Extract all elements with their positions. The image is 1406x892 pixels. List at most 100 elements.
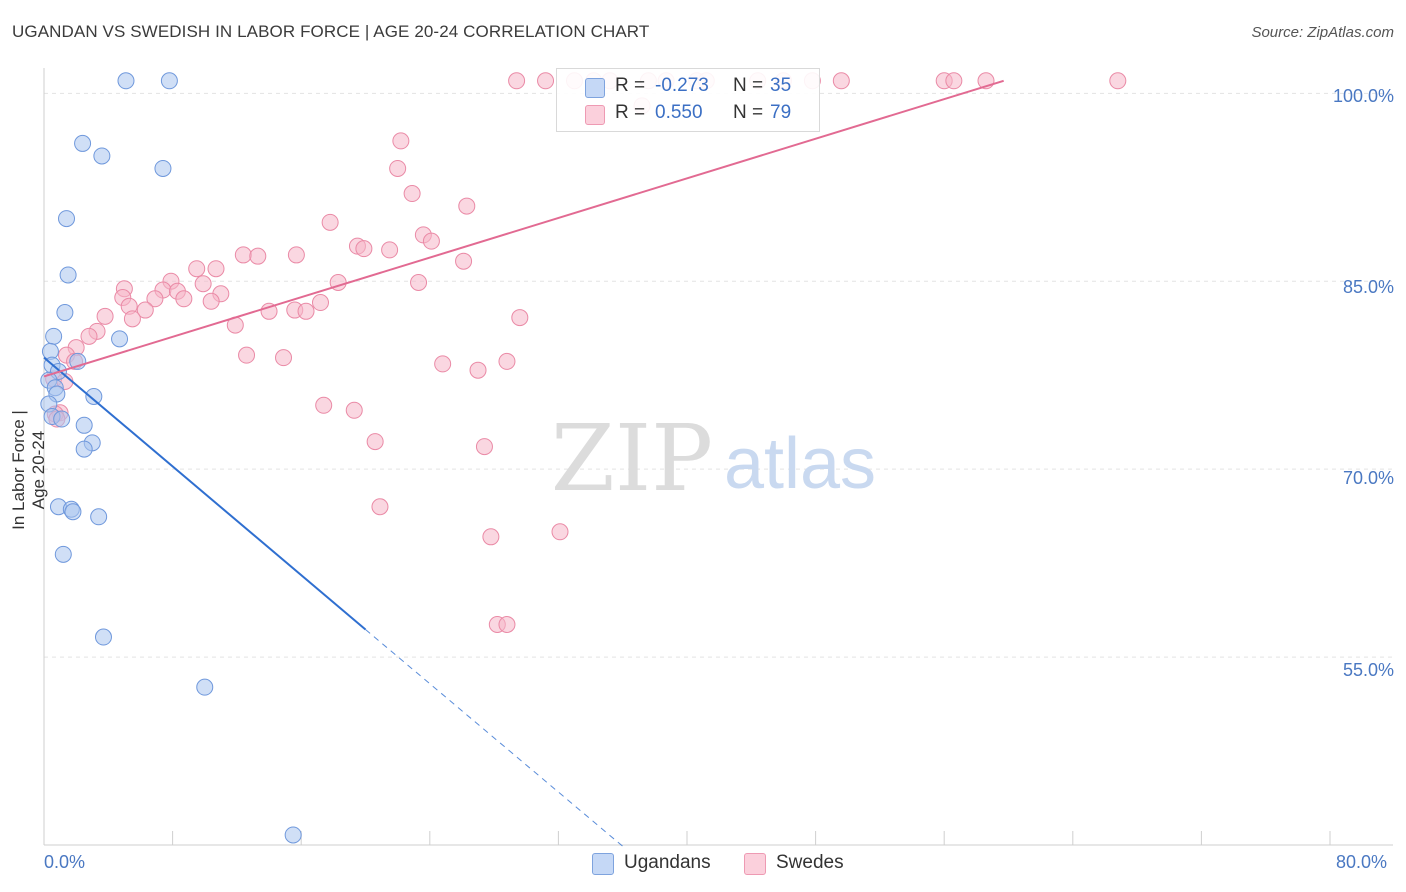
y-tick-70: 70.0% [1342, 468, 1394, 488]
watermark-zip: ZIP [551, 405, 713, 512]
series-swedes [45, 72, 1127, 634]
swedes-point [469, 361, 487, 379]
ugandans-point [196, 678, 214, 696]
swedes-point [371, 498, 389, 516]
swedes-point [455, 252, 473, 270]
legend-r-label: R = [615, 102, 646, 123]
swedes-point [175, 290, 193, 308]
legend-r-value-ugandans: -0.273 [655, 75, 709, 96]
stats-legend: R = -0.273 N = 35 R = 0.550 N = 79 [556, 68, 820, 132]
swedes-point [832, 72, 850, 90]
swedes-trend-line [43, 79, 1004, 378]
swedes-point [321, 213, 339, 231]
ugandans-point [117, 72, 135, 90]
y-tick-85: 85.0% [1342, 277, 1394, 297]
swedes-point [194, 275, 212, 293]
ugandans-trend-extension [365, 629, 624, 847]
swedes-point [389, 159, 407, 177]
swedes-point [366, 433, 384, 451]
swedes-point [434, 355, 452, 373]
ugandans-point [58, 210, 76, 228]
swedes-point [551, 523, 569, 541]
swedes-point [498, 616, 516, 634]
legend-row-swedes: R = 0.550 N = 79 [557, 102, 819, 126]
swedes-point [238, 346, 256, 364]
swedes-point [475, 438, 493, 456]
swedes-point [188, 260, 206, 278]
swedes-point [80, 327, 98, 345]
swedes-point [537, 72, 555, 90]
swedes-point [123, 310, 141, 328]
swedes-point [202, 292, 220, 310]
swedes-point [355, 240, 373, 258]
x-tick-min: 0.0% [44, 852, 86, 872]
legend-swatch-ugandans [592, 853, 614, 875]
swedes-point [207, 260, 225, 278]
ugandans-point [94, 628, 112, 646]
ugandans-point [75, 416, 93, 434]
legend-swatch-ugandans [585, 78, 605, 98]
swedes-point [146, 290, 164, 308]
legend-n-label: N = [733, 102, 764, 123]
ugandans-point [74, 134, 92, 152]
y-tick-100: 100.0% [1332, 86, 1394, 106]
ugandans-point [85, 387, 103, 405]
ugandans-trend-line [43, 356, 367, 631]
swedes-point [498, 352, 516, 370]
swedes-point [297, 302, 315, 320]
legend-label-ugandans: Ugandans [624, 852, 711, 873]
ugandans-point [154, 159, 172, 177]
y-axis-label: In Labor Force | Age 20-24 [9, 410, 48, 530]
swedes-point [287, 246, 305, 264]
legend-swatch-swedes [585, 105, 605, 125]
watermark-atlas: atlas [724, 424, 876, 504]
swedes-point [136, 301, 154, 319]
swedes-point [508, 72, 526, 90]
source-label: Source: ZipAtlas.com [1251, 24, 1394, 41]
x-tick-max: 80.0% [1336, 852, 1388, 872]
legend-row-ugandans: R = -0.273 N = 35 [557, 75, 819, 99]
swedes-point [311, 294, 329, 312]
swedes-point [96, 307, 114, 325]
ugandans-point [75, 440, 93, 458]
ugandans-point [111, 330, 129, 348]
legend-r-label: R = [615, 75, 646, 96]
swedes-point [345, 401, 363, 419]
swedes-point [234, 246, 252, 264]
ugandans-point [59, 266, 77, 284]
y-tick-55: 55.0% [1342, 660, 1394, 680]
chart-title: UGANDAN VS SWEDISH IN LABOR FORCE | AGE … [12, 22, 650, 41]
legend-swatch-swedes [744, 853, 766, 875]
ugandans-point [93, 147, 111, 165]
ugandans-point [64, 503, 82, 521]
ugandans-point [45, 327, 63, 345]
swedes-point [403, 185, 421, 203]
grid-lines [44, 92, 1392, 658]
legend-r-value-swedes: 0.550 [655, 102, 703, 123]
watermark: ZIP atlas [551, 405, 876, 512]
swedes-point [381, 241, 399, 259]
swedes-point [422, 232, 440, 250]
swedes-point [315, 396, 333, 414]
swedes-point [392, 132, 410, 150]
swedes-point [482, 528, 500, 546]
swedes-point [1109, 72, 1127, 90]
ugandans-point [56, 304, 74, 322]
swedes-point [511, 309, 529, 327]
axes [43, 68, 1393, 846]
legend-n-value-ugandans: 35 [770, 75, 792, 96]
legend-label-swedes: Swedes [776, 852, 844, 873]
trend-lines [43, 79, 1004, 847]
ugandans-point [160, 72, 178, 90]
ugandans-point [54, 545, 72, 563]
ugandans-point [90, 508, 108, 526]
swedes-point [458, 197, 476, 215]
ugandans-point [284, 826, 302, 844]
legend-n-value-swedes: 79 [770, 102, 792, 123]
swedes-point [410, 273, 428, 291]
legend-n-label: N = [733, 75, 764, 96]
series-ugandans [40, 72, 302, 844]
swedes-point [275, 349, 293, 367]
swedes-point [249, 247, 267, 265]
